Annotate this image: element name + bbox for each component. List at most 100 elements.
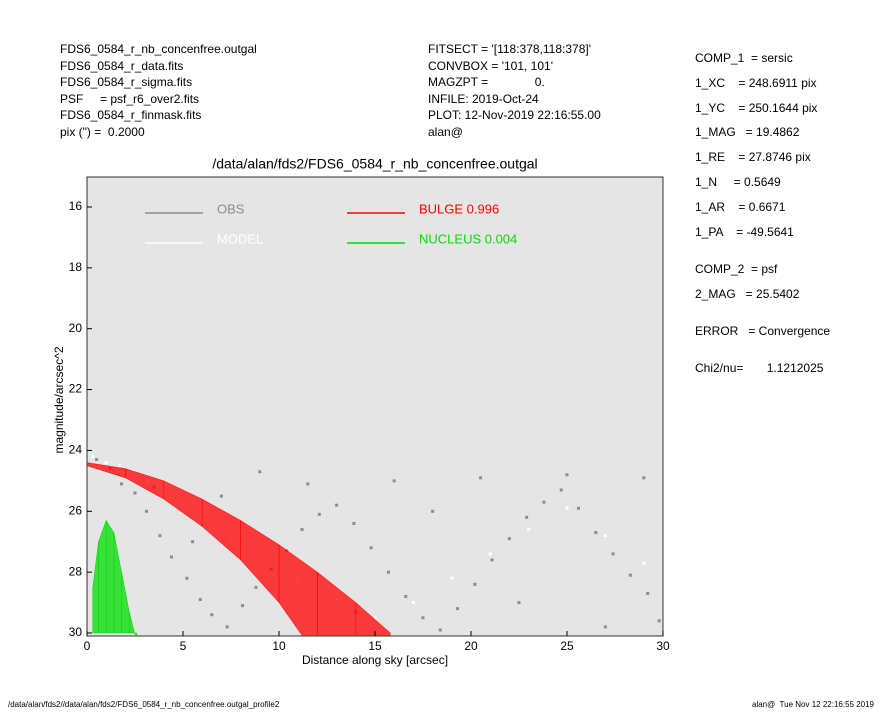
data-point <box>507 537 511 541</box>
y-tick-label: 16 <box>69 199 83 213</box>
info-line: INFILE: 2019-Oct-24 <box>428 91 539 106</box>
data-point <box>450 576 454 580</box>
data-point <box>603 625 607 629</box>
info-line: PLOT: 12-Nov-2019 22:16:55.00 <box>428 108 601 123</box>
x-tick-label: 5 <box>180 639 187 653</box>
data-point <box>392 479 396 483</box>
info-line: MAGZPT = 0. <box>428 75 545 90</box>
data-point <box>657 619 661 623</box>
data-point <box>335 503 339 507</box>
y-tick-label: 20 <box>69 321 83 335</box>
data-point <box>254 585 258 589</box>
data-point <box>565 473 569 477</box>
data-point <box>198 598 202 602</box>
data-point <box>479 476 483 480</box>
model-band <box>278 544 318 636</box>
info-line: 1_MAG = 19.4862 <box>695 125 800 140</box>
data-point <box>352 521 356 525</box>
data-point <box>219 494 223 498</box>
info-line: 1_YC = 250.1644 pix <box>695 100 818 115</box>
data-point <box>542 500 546 504</box>
x-tick-label: 10 <box>272 639 286 653</box>
x-tick-label: 30 <box>656 639 670 653</box>
plot-marks <box>87 455 661 636</box>
data-point <box>133 491 137 495</box>
data-point <box>517 601 521 605</box>
data-point <box>300 528 304 532</box>
data-point <box>169 555 173 559</box>
data-point <box>490 558 494 562</box>
chart-title: /data/alan/fds2/FDS6_0584_r_nb_concenfre… <box>212 156 537 172</box>
info-line: COMP_2 = psf <box>695 261 778 276</box>
data-point <box>95 458 99 462</box>
data-point <box>642 476 646 480</box>
data-point <box>185 576 189 580</box>
data-point <box>91 455 95 459</box>
data-point <box>120 482 124 486</box>
x-tick-label: 25 <box>560 639 574 653</box>
y-tick-label: 24 <box>69 443 83 457</box>
data-point <box>438 628 442 632</box>
info-line: FDS6_0584_r_nb_concenfree.outgal <box>60 42 257 56</box>
x-tick-label: 20 <box>464 639 478 653</box>
data-point <box>488 552 492 556</box>
data-point <box>628 573 632 577</box>
data-point <box>642 561 646 565</box>
data-point <box>646 591 650 595</box>
data-point <box>225 625 229 629</box>
data-point <box>559 488 563 492</box>
data-point <box>431 509 435 513</box>
info-line: FITSECT = '[118:378,118:378]' <box>428 42 592 56</box>
info-line: FDS6_0584_r_data.fits <box>60 58 184 73</box>
info-line: 2_MAG = 25.5402 <box>695 286 800 301</box>
x-tick-label: 15 <box>368 639 382 653</box>
data-point <box>241 604 245 608</box>
data-point <box>118 464 122 468</box>
model-band <box>105 519 115 634</box>
y-axis-label: magnitude/arcsec^2 <box>52 346 66 453</box>
info-line: FDS6_0584_r_finmask.fits <box>60 108 202 123</box>
data-point <box>594 531 598 535</box>
info-line: COMP_1 = sersic <box>695 51 793 65</box>
data-point <box>306 482 310 486</box>
legend-label: MODEL <box>217 231 263 246</box>
data-point <box>525 515 529 519</box>
info-line: 1_RE = 27.8746 pix <box>695 150 811 165</box>
model-band <box>128 611 138 636</box>
data-point <box>158 534 162 538</box>
y-tick-label: 30 <box>69 625 83 639</box>
data-point <box>577 506 581 510</box>
plot-area <box>86 176 664 637</box>
data-point <box>611 552 615 556</box>
model-band <box>355 602 391 636</box>
model-band <box>317 571 357 636</box>
data-point <box>565 506 569 510</box>
data-point <box>145 509 149 513</box>
info-line: 1_PA = -49.5641 <box>695 224 794 239</box>
data-point <box>317 512 321 516</box>
info-line: PSF = psf_r6_over2.fits <box>60 91 200 106</box>
legend-label: BULGE 0.996 <box>419 201 499 216</box>
data-point <box>386 570 390 574</box>
info-line: Chi2/nu= 1.1212025 <box>695 361 824 375</box>
data-point <box>421 616 425 620</box>
y-tick-label: 22 <box>69 382 83 396</box>
data-point <box>373 616 377 620</box>
info-line: FDS6_0584_r_sigma.fits <box>60 75 193 90</box>
info-line: 1_XC = 248.6911 pix <box>695 75 817 90</box>
x-axis-label: Distance along sky [arcsec] <box>302 653 448 667</box>
info-line: 1_AR = 0.6671 <box>695 199 786 214</box>
data-point <box>473 582 477 586</box>
info-line: ERROR = Convergence <box>695 323 831 338</box>
info-line: 1_N = 0.5649 <box>695 175 781 189</box>
info-line: pix (") = 0.2000 <box>60 125 145 139</box>
data-point <box>404 594 408 598</box>
x-tick-label: 0 <box>84 639 91 653</box>
data-point <box>104 461 108 465</box>
data-point <box>210 613 214 617</box>
data-point <box>411 601 415 605</box>
y-tick-label: 18 <box>69 260 83 274</box>
data-point <box>527 528 531 532</box>
